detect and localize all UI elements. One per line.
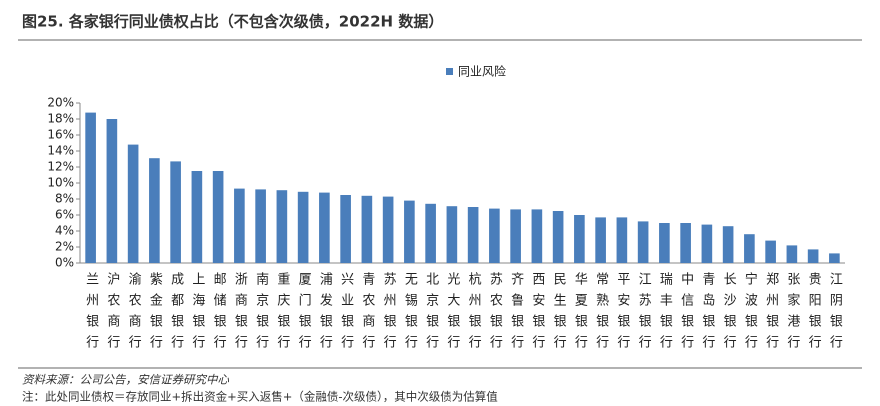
x-tick-label: 成都银行 xyxy=(168,272,184,356)
x-tick-label: 瑞丰银行 xyxy=(657,272,673,356)
bar xyxy=(531,209,543,263)
bar xyxy=(574,215,585,263)
y-tick-label: 20% xyxy=(47,96,74,110)
x-tick-label: 苏农银行 xyxy=(487,271,503,356)
bar xyxy=(744,234,755,263)
x-tick-label: 齐鲁银行 xyxy=(508,271,524,356)
x-tick-label: 北京银行 xyxy=(423,272,439,356)
bar xyxy=(361,195,373,263)
bar xyxy=(191,171,203,263)
x-tick-label: 光大银行 xyxy=(444,272,460,356)
y-tick-label: 8% xyxy=(55,192,74,206)
bar xyxy=(127,144,139,263)
x-tick-label: 紫金银行 xyxy=(147,272,163,356)
y-tick-label: 6% xyxy=(55,208,74,222)
x-tick-label: 无锡银行 xyxy=(402,272,418,356)
bar xyxy=(616,217,628,263)
bar xyxy=(829,253,840,263)
x-tick-label: 兴业银行 xyxy=(338,272,354,356)
x-tick-label: 平安银行 xyxy=(614,272,630,356)
bar xyxy=(807,249,819,263)
y-tick-label: 0% xyxy=(55,256,74,270)
bar xyxy=(297,191,309,263)
legend-swatch xyxy=(446,68,453,75)
bar xyxy=(489,208,500,263)
x-tick-label: 郑州银行 xyxy=(763,272,779,356)
x-tick-label: 浙商银行 xyxy=(232,272,248,356)
x-tick-label: 青农商行 xyxy=(359,272,375,356)
x-tick-label: 江阴银行 xyxy=(827,272,843,356)
y-tick-label: 10% xyxy=(47,176,74,190)
bar xyxy=(467,207,479,263)
bar xyxy=(170,161,181,263)
bar xyxy=(85,112,96,263)
chart-title: 图25. 各家银行同业债权占比（不包含次级债，2022H 数据） xyxy=(22,13,443,31)
y-tick-label: 14% xyxy=(47,144,74,158)
y-tick-label: 2% xyxy=(55,240,74,254)
bar xyxy=(510,209,521,263)
bar xyxy=(722,226,734,263)
bar xyxy=(595,217,606,263)
bar xyxy=(446,206,458,263)
x-tick-label: 张家港行 xyxy=(784,272,800,356)
bar xyxy=(340,195,351,263)
bar xyxy=(234,188,245,263)
legend-label: 同业风险 xyxy=(458,64,506,79)
y-tick-label: 16% xyxy=(47,128,74,142)
x-tick-label: 南京银行 xyxy=(253,271,269,356)
y-tick-label: 4% xyxy=(55,224,74,238)
x-tick-label: 常熟银行 xyxy=(593,272,609,356)
bar xyxy=(382,196,394,263)
bar xyxy=(255,189,266,263)
bar xyxy=(404,200,415,263)
x-tick-label: 邮储银行 xyxy=(211,272,227,356)
x-tick-label: 宁波银行 xyxy=(742,271,758,356)
bar xyxy=(786,245,798,263)
x-tick-label: 青岛银行 xyxy=(699,272,715,356)
bar xyxy=(106,119,118,263)
y-tick-label: 18% xyxy=(47,112,74,126)
source: 资料来源：公司公告，安信证券研究中心 xyxy=(22,373,229,387)
x-tick-label: 浦发银行 xyxy=(317,272,333,356)
bar xyxy=(701,224,713,263)
x-tick-label: 江苏银行 xyxy=(636,272,652,356)
x-tick-label: 兰州银行 xyxy=(83,272,99,356)
x-tick-label: 长沙银行 xyxy=(721,272,737,356)
bar xyxy=(659,223,670,263)
bar xyxy=(765,240,776,263)
y-tick-label: 12% xyxy=(47,160,74,174)
x-tick-label: 西安银行 xyxy=(529,272,545,356)
bar xyxy=(149,158,160,263)
x-tick-label: 上海银行 xyxy=(189,272,205,356)
x-tick-label: 华夏银行 xyxy=(572,272,588,356)
bar xyxy=(276,190,288,263)
x-tick-label: 重庆银行 xyxy=(274,271,290,356)
x-tick-label: 苏州银行 xyxy=(381,271,397,356)
x-tick-label: 民生银行 xyxy=(551,272,567,356)
bar xyxy=(552,211,564,263)
note: 注：此处同业债权＝存放同业+拆出资金+买入返售+（金融债-次级债），其中次级债为… xyxy=(22,390,498,404)
bar xyxy=(319,192,330,263)
bar xyxy=(680,223,691,263)
bar xyxy=(637,221,649,263)
bar xyxy=(212,171,224,263)
bar xyxy=(425,203,436,263)
x-tick-label: 中信银行 xyxy=(678,272,694,356)
x-tick-label: 沪农商行 xyxy=(104,271,120,356)
x-tick-label: 贵阳银行 xyxy=(806,272,822,356)
x-tick-label: 渝农商行 xyxy=(126,271,142,356)
x-tick-label: 厦门银行 xyxy=(296,272,312,356)
x-tick-label: 杭州银行 xyxy=(466,272,482,356)
